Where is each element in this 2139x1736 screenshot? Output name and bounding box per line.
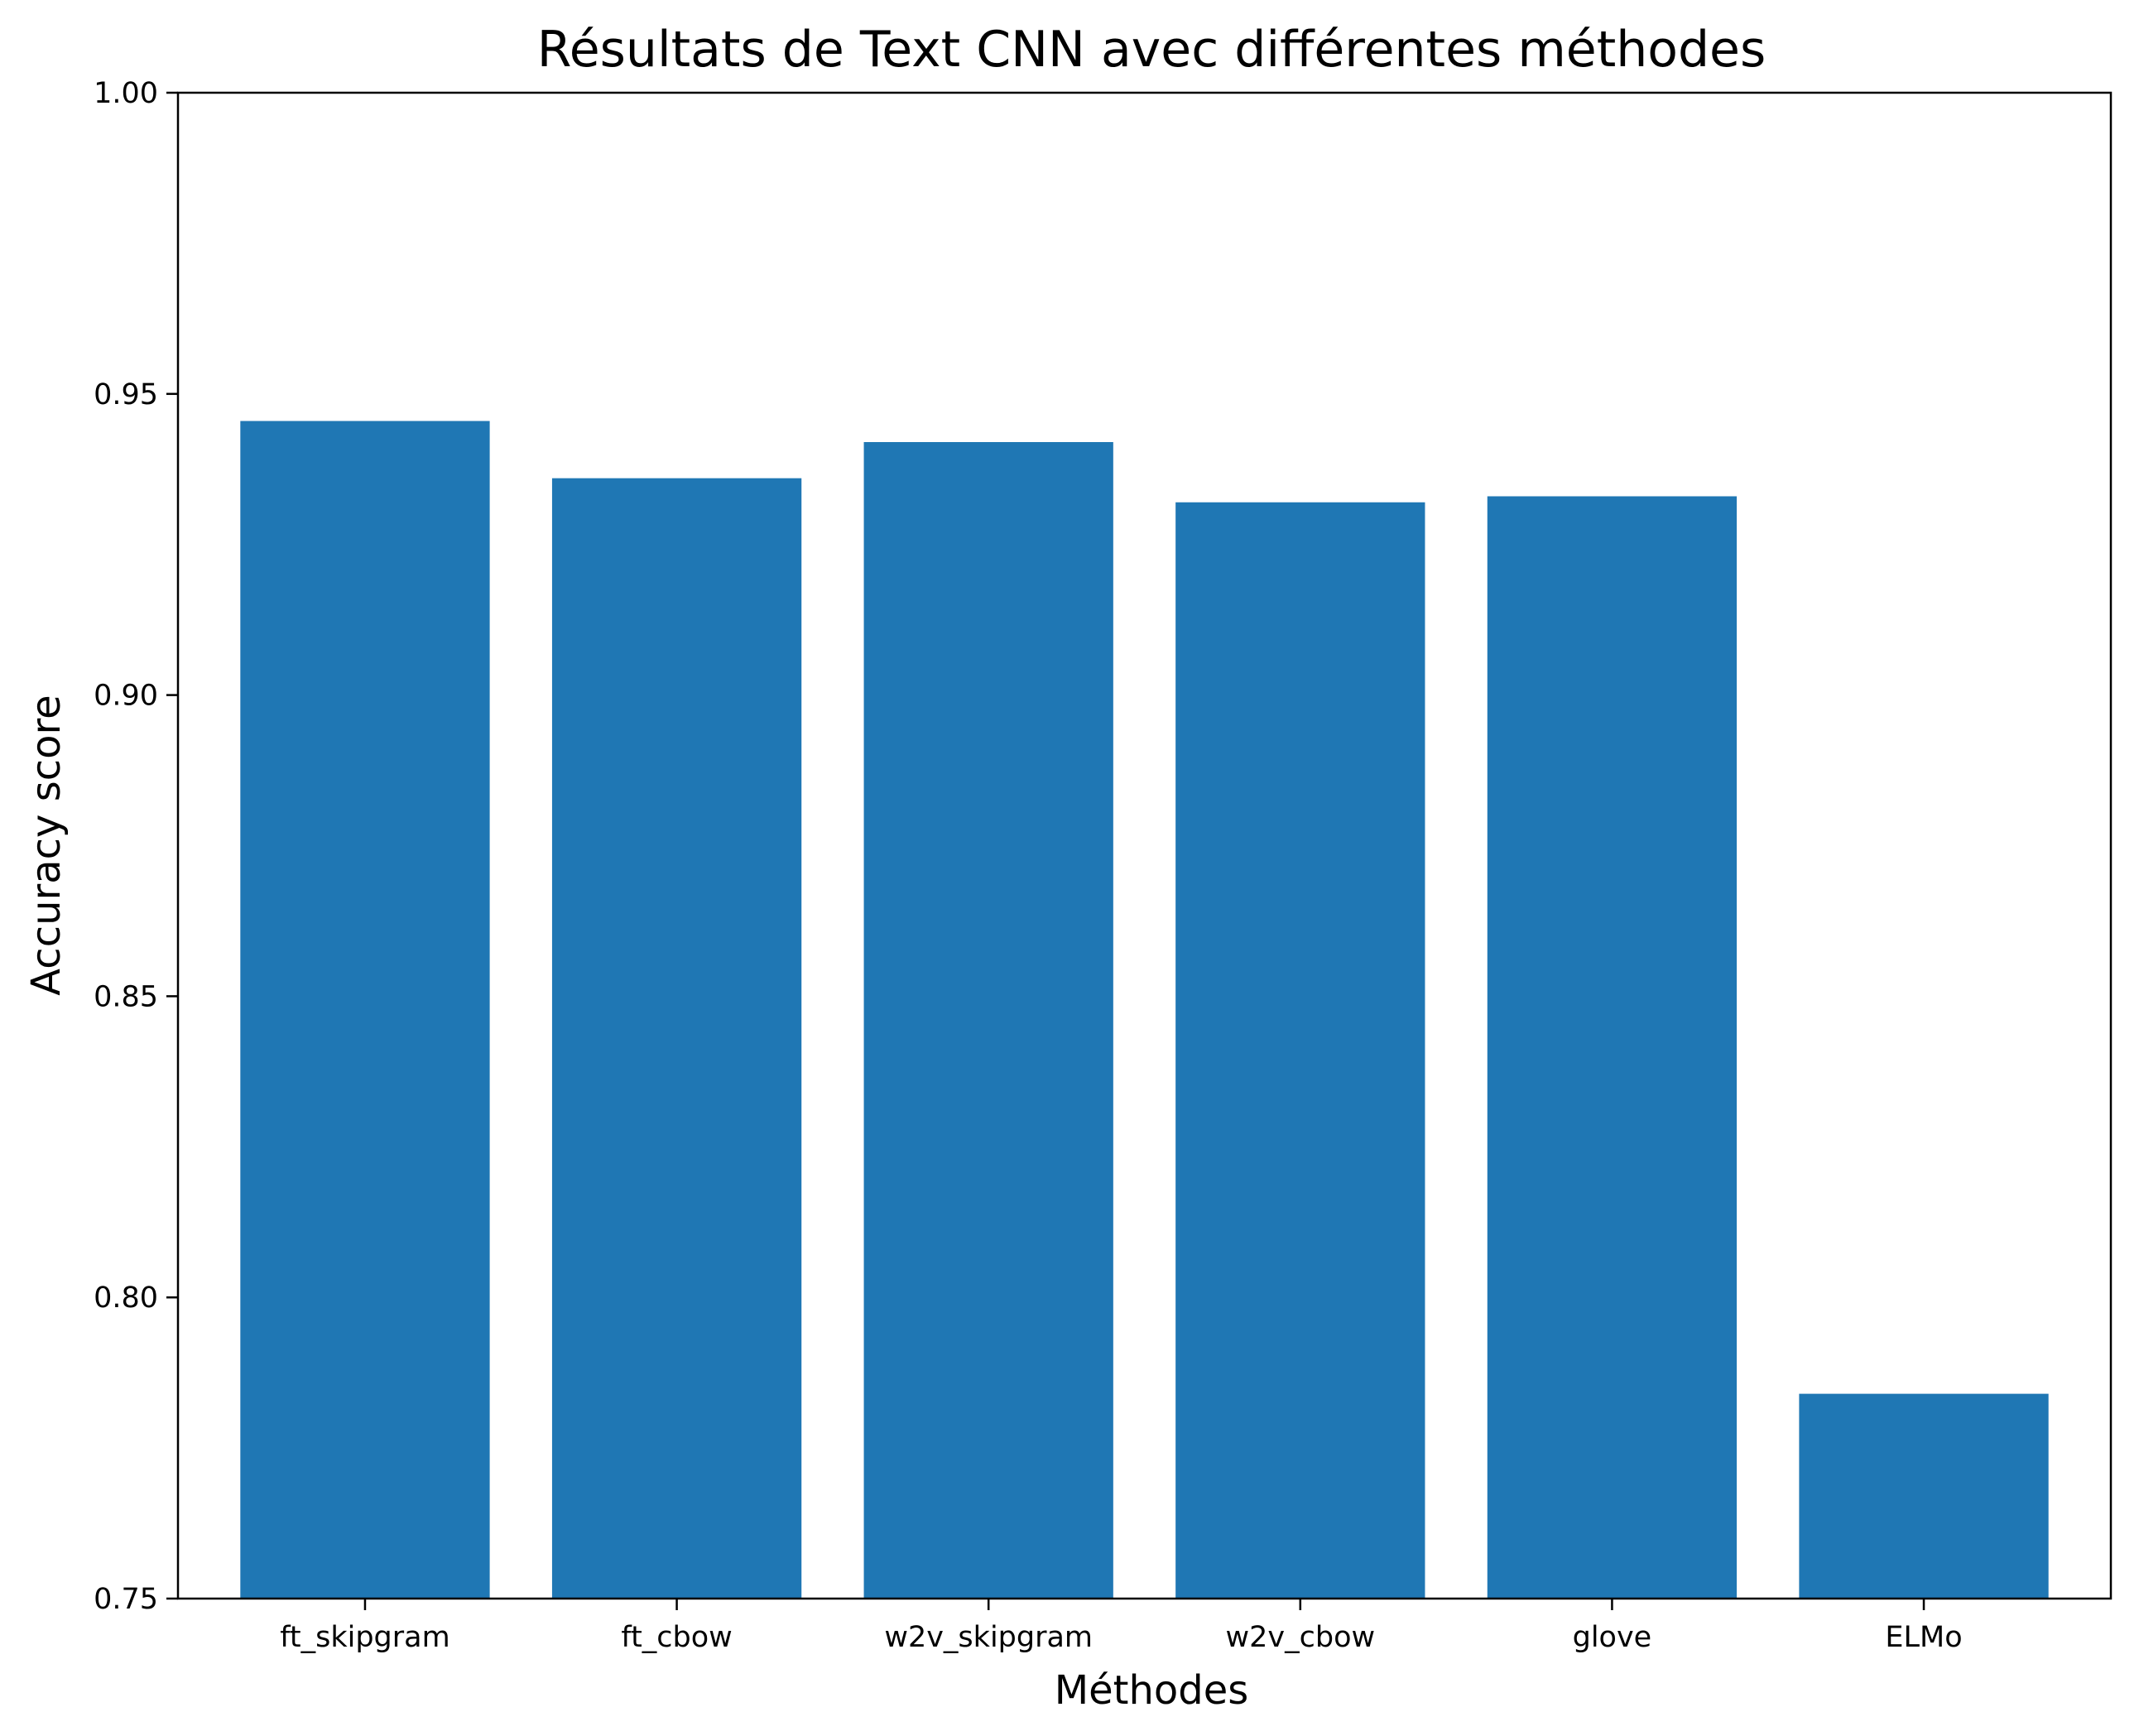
bar-w2v_cbow bbox=[1175, 502, 1425, 1599]
y-tick-label: 0.95 bbox=[94, 378, 158, 411]
y-axis-label: Accuracy score bbox=[23, 695, 70, 995]
y-tick-label: 0.80 bbox=[94, 1282, 158, 1315]
x-tick-label: ft_cbow bbox=[621, 1621, 732, 1654]
x-tick-label: ft_skipgram bbox=[280, 1621, 450, 1654]
plot-frame bbox=[176, 91, 2113, 1600]
y-tick-label: 0.75 bbox=[94, 1583, 158, 1616]
x-tick-label: glove bbox=[1573, 1621, 1652, 1654]
bar-w2v_skipgram bbox=[863, 442, 1113, 1599]
y-tick-label: 1.00 bbox=[94, 77, 158, 110]
bar-ELMo bbox=[1799, 1393, 2049, 1599]
bar-ft_cbow bbox=[551, 478, 802, 1599]
chart-title: Résultats de Text CNN avec différentes m… bbox=[537, 21, 1766, 79]
y-tick-label: 0.90 bbox=[94, 680, 158, 713]
x-axis-label: Méthodes bbox=[1055, 1667, 1249, 1714]
x-tick-label: w2v_skipgram bbox=[884, 1621, 1093, 1654]
bars-group bbox=[240, 421, 2049, 1599]
y-tick-label: 0.85 bbox=[94, 980, 158, 1013]
x-tick-label: w2v_cbow bbox=[1226, 1621, 1376, 1654]
bar-ft_skipgram bbox=[240, 421, 490, 1599]
x-tick-label: ELMo bbox=[1885, 1621, 1962, 1654]
bar-glove bbox=[1487, 496, 1738, 1599]
y-axis: 0.75 0.80 0.85 0.90 0.95 1.00 bbox=[94, 77, 178, 1616]
x-axis: ft_skipgram ft_cbow w2v_skipgram w2v_cbow gl… bbox=[280, 1599, 1963, 1654]
